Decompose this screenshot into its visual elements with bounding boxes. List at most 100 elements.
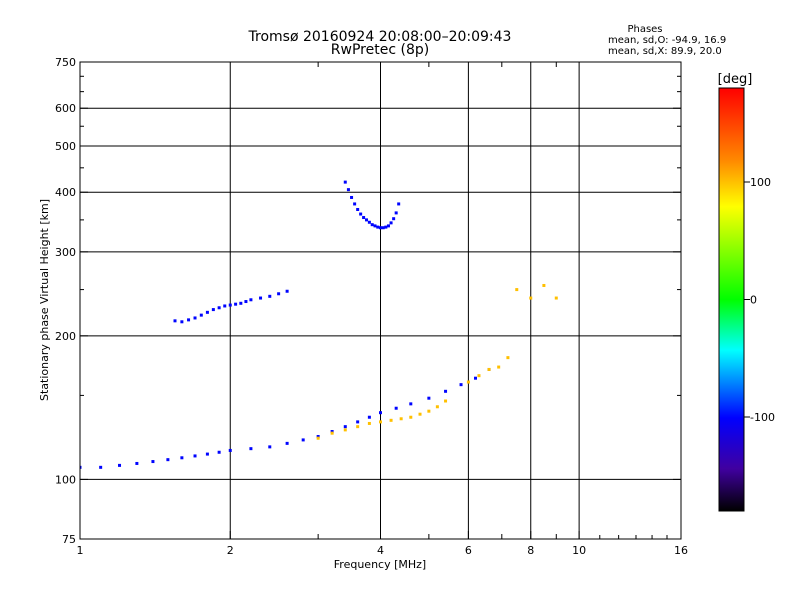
data-point <box>477 374 481 378</box>
data-point <box>356 207 360 211</box>
data-point <box>268 294 272 298</box>
data-point <box>277 292 281 296</box>
data-point <box>444 399 448 403</box>
data-point <box>376 225 380 229</box>
data-point <box>268 445 272 449</box>
data-point <box>211 308 215 312</box>
data-point <box>346 188 350 192</box>
x-tick-label: 6 <box>465 544 472 557</box>
data-point <box>249 447 253 451</box>
data-point <box>389 418 393 422</box>
data-point <box>399 417 403 421</box>
data-point <box>435 405 439 409</box>
x-tick-label: 16 <box>674 544 688 557</box>
colorbar-ticks: 100 0 -100 <box>744 176 775 424</box>
data-point <box>444 389 448 393</box>
data-point <box>228 448 232 452</box>
data-point <box>386 224 390 228</box>
data-point <box>343 428 347 432</box>
data-point <box>542 283 546 287</box>
data-point <box>353 202 357 206</box>
data-point <box>343 425 347 429</box>
data-point <box>389 221 393 225</box>
x-tick-labels: 1 2 4 6 8 10 16 <box>77 544 689 557</box>
data-point <box>379 411 382 415</box>
y-tick-label: 200 <box>55 330 76 343</box>
x-tick-label: 4 <box>377 544 384 557</box>
grid-lines <box>80 62 681 539</box>
data-point <box>223 304 227 308</box>
data-point <box>427 396 431 400</box>
data-point <box>506 356 510 360</box>
data-point <box>239 301 243 305</box>
data-point <box>205 452 209 456</box>
data-point <box>217 306 221 310</box>
data-point <box>180 320 184 324</box>
data-point <box>228 303 232 307</box>
data-point <box>373 224 377 228</box>
stats-x: mean, sd,X: 89.9, 20.0 <box>608 46 722 57</box>
chart-subtitle: RwPretec (8p) <box>331 42 429 58</box>
data-point <box>193 454 197 458</box>
colorbar-label: [deg] <box>718 72 753 87</box>
colorbar-tick-label: 0 <box>750 294 757 307</box>
data-point <box>180 456 184 460</box>
data-point <box>173 319 177 323</box>
data-point <box>392 217 396 221</box>
y-tick-labels: 75 100 200 300 400 500 600 750 <box>55 56 76 546</box>
data-point <box>381 226 385 230</box>
data-point <box>427 409 431 413</box>
x-tick-label: 8 <box>527 544 534 557</box>
data-point <box>285 289 289 293</box>
data-point <box>379 420 382 424</box>
data-point <box>409 402 413 406</box>
data-point <box>473 376 477 380</box>
y-axis-label: Stationary phase Virtual Height [km] <box>38 199 51 401</box>
data-point <box>118 463 122 467</box>
data-point <box>466 380 470 384</box>
data-point <box>301 438 305 442</box>
data-point <box>199 313 203 317</box>
data-point <box>356 425 360 429</box>
data-point <box>365 218 369 222</box>
data-point <box>135 461 139 465</box>
data-point <box>487 367 491 371</box>
data-point <box>359 212 363 216</box>
data-point <box>356 420 360 424</box>
data-point <box>205 310 209 314</box>
colorbar-tick-label: 100 <box>750 176 771 189</box>
axis-ticks <box>79 61 682 540</box>
data-point <box>397 202 401 206</box>
data-point <box>394 211 398 215</box>
data-point <box>193 316 197 320</box>
x-tick-label: 10 <box>572 544 586 557</box>
data-point <box>384 225 388 229</box>
data-point <box>330 431 334 435</box>
data-point <box>497 365 501 369</box>
data-point <box>554 296 558 300</box>
data-point <box>367 421 371 425</box>
data-point <box>316 435 320 439</box>
data-point <box>459 383 463 387</box>
data-point <box>166 458 170 462</box>
data-point <box>362 216 366 220</box>
data-point <box>80 465 82 469</box>
data-point <box>285 441 289 445</box>
y-tick-label: 400 <box>55 186 76 199</box>
data-point <box>187 318 191 322</box>
data-point <box>367 415 371 419</box>
stats-o: mean, sd,O: -94.9, 16.9 <box>608 35 726 46</box>
chart-title: Tromsø 20160924 20:08:00–20:09:43 <box>248 29 512 45</box>
data-point <box>316 436 320 440</box>
y-tick-label: 750 <box>55 56 76 69</box>
data-point <box>217 450 221 454</box>
data-point <box>249 298 253 302</box>
data-point <box>99 465 103 469</box>
data-point <box>418 412 422 416</box>
y-tick-label: 100 <box>55 473 76 486</box>
y-tick-label: 300 <box>55 246 76 259</box>
y-tick-label: 600 <box>55 102 76 115</box>
data-point <box>151 460 155 464</box>
y-tick-label: 500 <box>55 140 76 153</box>
